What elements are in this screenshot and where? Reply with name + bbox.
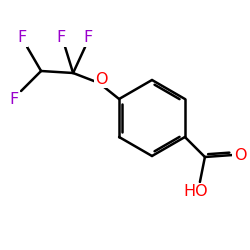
Text: O: O	[95, 72, 107, 86]
Text: F: F	[84, 30, 93, 46]
Text: F: F	[10, 92, 19, 106]
Text: O: O	[234, 148, 246, 162]
Text: HO: HO	[184, 184, 208, 200]
Text: F: F	[56, 30, 66, 46]
Text: F: F	[18, 30, 27, 46]
